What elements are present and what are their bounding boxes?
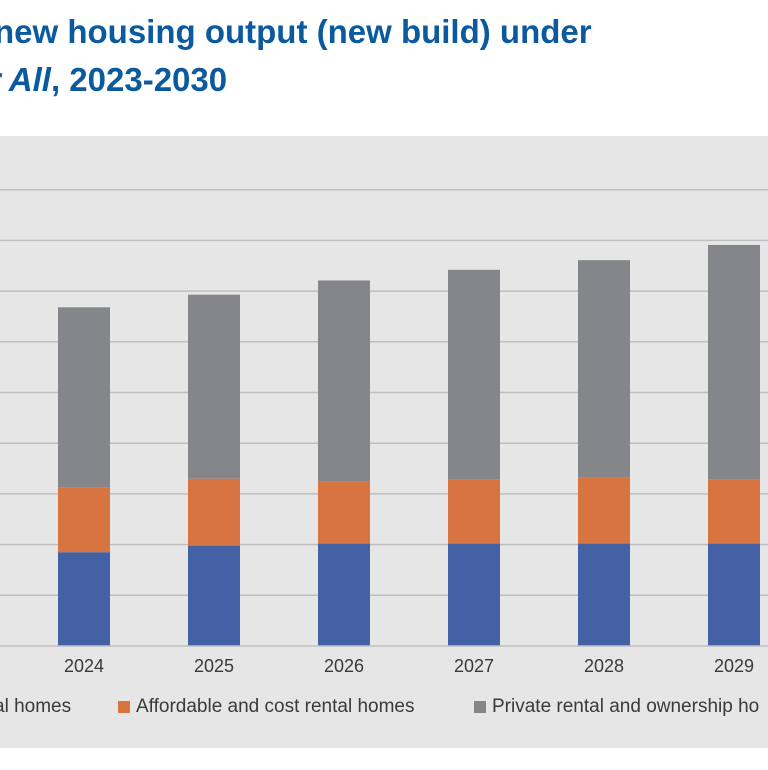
bar-segment-affordable-2026 xyxy=(318,481,370,544)
x-tick-label-2026: 2026 xyxy=(324,656,364,676)
chart-title-years: , 2023-2030 xyxy=(50,61,228,98)
x-tick-label-2029: 2029 xyxy=(714,656,754,676)
bar-segment-affordable-2029 xyxy=(708,479,760,544)
bar-segment-social-2026 xyxy=(318,543,370,646)
legend-item-private: Private rental and ownership ho xyxy=(474,696,759,718)
bar-segment-private-2028 xyxy=(578,260,630,478)
stacked-bar-chart: 2024 2025 2026 2027 2028 2029 xyxy=(0,188,768,676)
legend-item-affordable: Affordable and cost rental homes xyxy=(118,696,415,718)
legend-label-social: al homes xyxy=(0,696,72,717)
bar-segment-private-2025 xyxy=(188,294,240,479)
chart-title-italic: r All xyxy=(0,61,51,98)
x-tick-label-2028: 2028 xyxy=(584,656,624,676)
bar-segment-social-2029 xyxy=(708,543,760,646)
gridlines xyxy=(0,188,768,597)
legend-label-private: Private rental and ownership ho xyxy=(492,696,760,717)
legend-label-affordable: Affordable and cost rental homes xyxy=(136,696,415,717)
bar-segment-affordable-2028 xyxy=(578,477,630,544)
bars: 2024 2025 2026 2027 2028 2029 xyxy=(58,244,760,676)
bar-segment-private-2029 xyxy=(708,244,760,480)
x-tick-label-2024: 2024 xyxy=(64,656,104,676)
bar-segment-social-2024 xyxy=(58,552,110,646)
chart-title-line1: new housing output (new build) under xyxy=(0,13,592,50)
bar-segment-affordable-2024 xyxy=(58,487,110,553)
bar-segment-affordable-2027 xyxy=(448,479,500,544)
bar-segment-private-2027 xyxy=(448,269,500,480)
bar-segment-social-2028 xyxy=(578,543,630,646)
bar-segment-social-2027 xyxy=(448,543,500,646)
chart-legend: al homes Affordable and cost rental home… xyxy=(0,696,768,722)
x-tick-label-2025: 2025 xyxy=(194,656,234,676)
bar-segment-affordable-2025 xyxy=(188,478,240,546)
bar-segment-private-2024 xyxy=(58,307,110,488)
legend-swatch-affordable xyxy=(118,701,130,713)
legend-item-social: al homes xyxy=(0,696,71,718)
legend-swatch-private xyxy=(474,701,486,713)
chart-title: new housing output (new build) under r A… xyxy=(0,8,768,104)
x-tick-label-2027: 2027 xyxy=(454,656,494,676)
bar-segment-social-2025 xyxy=(188,545,240,646)
chart-title-line2: r All, 2023-2030 xyxy=(0,56,768,104)
chart-panel: 2024 2025 2026 2027 2028 2029 al homes Afford… xyxy=(0,136,768,748)
bar-segment-private-2026 xyxy=(318,280,370,482)
